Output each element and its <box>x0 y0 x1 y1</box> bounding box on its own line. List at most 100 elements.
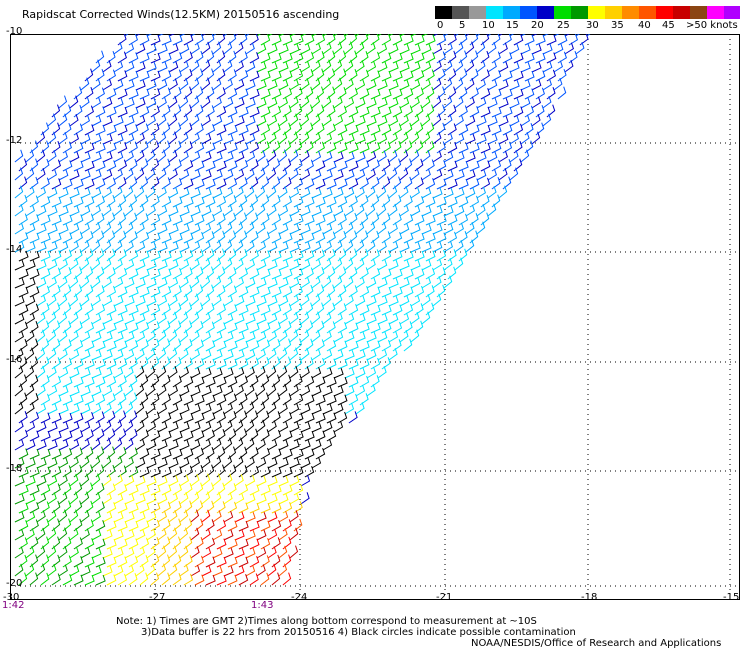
wind-barb <box>201 528 211 541</box>
wind-barb <box>183 500 193 514</box>
wind-barb <box>304 69 314 82</box>
colorbar-swatch <box>673 6 690 19</box>
wind-barb <box>282 158 292 172</box>
wind-barb <box>234 313 245 325</box>
wind-barb <box>256 132 267 145</box>
wind-barb <box>69 330 79 343</box>
wind-barb <box>135 61 146 73</box>
wind-barb <box>84 500 94 514</box>
wind-barb <box>139 176 149 190</box>
wind-barb <box>194 50 204 64</box>
wind-barb <box>14 546 24 559</box>
wind-barb <box>150 286 161 298</box>
wind-barb <box>91 275 101 289</box>
wind-barb <box>249 573 259 586</box>
wind-barb <box>194 196 205 208</box>
wind-barb <box>128 176 138 190</box>
wind-barb <box>194 178 205 190</box>
wind-barb <box>25 259 36 271</box>
lon-label: -21 <box>436 592 453 603</box>
wind-barb <box>326 394 337 406</box>
wind-barb <box>124 277 135 289</box>
wind-barb <box>139 194 149 208</box>
wind-barb <box>190 95 200 109</box>
wind-barb <box>40 177 50 190</box>
wind-barb <box>14 493 25 505</box>
wind-barb <box>421 131 431 145</box>
wind-barb <box>447 68 457 82</box>
wind-speed-colorbar <box>435 6 740 19</box>
wind-barb <box>194 430 205 442</box>
wind-barb <box>124 42 135 55</box>
wind-barb <box>73 376 84 388</box>
wind-barb <box>212 385 223 397</box>
wind-barb <box>315 104 325 118</box>
wind-barb <box>260 176 270 190</box>
wind-barb <box>480 212 490 226</box>
wind-barb <box>289 223 300 235</box>
wind-barb <box>223 473 233 487</box>
wind-barb <box>509 61 520 73</box>
wind-barb <box>36 475 47 487</box>
wind-barb <box>102 294 113 307</box>
wind-barb <box>91 133 102 145</box>
wind-barb <box>106 375 117 388</box>
wind-barb <box>370 230 380 244</box>
wind-barb <box>260 34 271 46</box>
wind-barb <box>289 421 300 433</box>
wind-barb <box>348 142 359 154</box>
wind-barb <box>73 430 84 442</box>
wind-barb <box>311 293 321 307</box>
wind-barb <box>139 158 149 172</box>
wind-barb <box>168 34 175 37</box>
wind-barb <box>69 456 79 469</box>
wind-barb <box>311 421 322 433</box>
wind-barb <box>113 60 124 73</box>
wind-barb <box>355 402 365 415</box>
wind-barb <box>311 77 321 91</box>
wind-barb <box>234 203 244 217</box>
wind-barb <box>36 259 47 271</box>
wind-barb <box>69 385 80 397</box>
wind-barb <box>326 302 336 316</box>
wind-barb <box>161 195 172 208</box>
wind-barb <box>227 428 237 442</box>
wind-barb <box>106 483 116 496</box>
wind-barb <box>381 339 392 352</box>
wind-barb <box>51 554 61 568</box>
wind-barb <box>322 95 332 109</box>
wind-barb <box>212 547 223 559</box>
wind-barb <box>73 142 84 154</box>
wind-barb <box>278 114 288 127</box>
wind-barb <box>80 528 90 541</box>
wind-barb <box>476 59 486 73</box>
wind-barb <box>58 564 68 577</box>
wind-barb <box>47 293 57 307</box>
wind-barb <box>47 187 58 199</box>
wind-barb <box>51 122 61 136</box>
wind-barb <box>289 510 299 523</box>
wind-barb <box>106 88 117 100</box>
wind-barb <box>73 321 83 334</box>
wind-barb <box>388 114 399 127</box>
wind-barb <box>18 537 28 550</box>
wind-barb <box>245 529 256 541</box>
wind-barb <box>524 34 535 46</box>
wind-barb <box>223 437 233 451</box>
wind-barb <box>216 213 226 226</box>
wind-barb <box>201 77 211 91</box>
wind-barb <box>348 50 358 64</box>
wind-barb <box>190 527 200 541</box>
wind-barb <box>381 286 392 298</box>
wind-barb <box>326 105 336 118</box>
wind-barb <box>245 456 255 469</box>
wind-barb <box>212 239 222 253</box>
wind-barb <box>388 167 398 181</box>
wind-barb <box>355 115 366 127</box>
wind-barb <box>117 392 127 406</box>
wind-barb <box>216 105 227 118</box>
wind-barb <box>212 151 223 163</box>
wind-barb <box>146 545 156 559</box>
wind-barb <box>410 131 420 145</box>
wind-barb <box>91 96 102 109</box>
